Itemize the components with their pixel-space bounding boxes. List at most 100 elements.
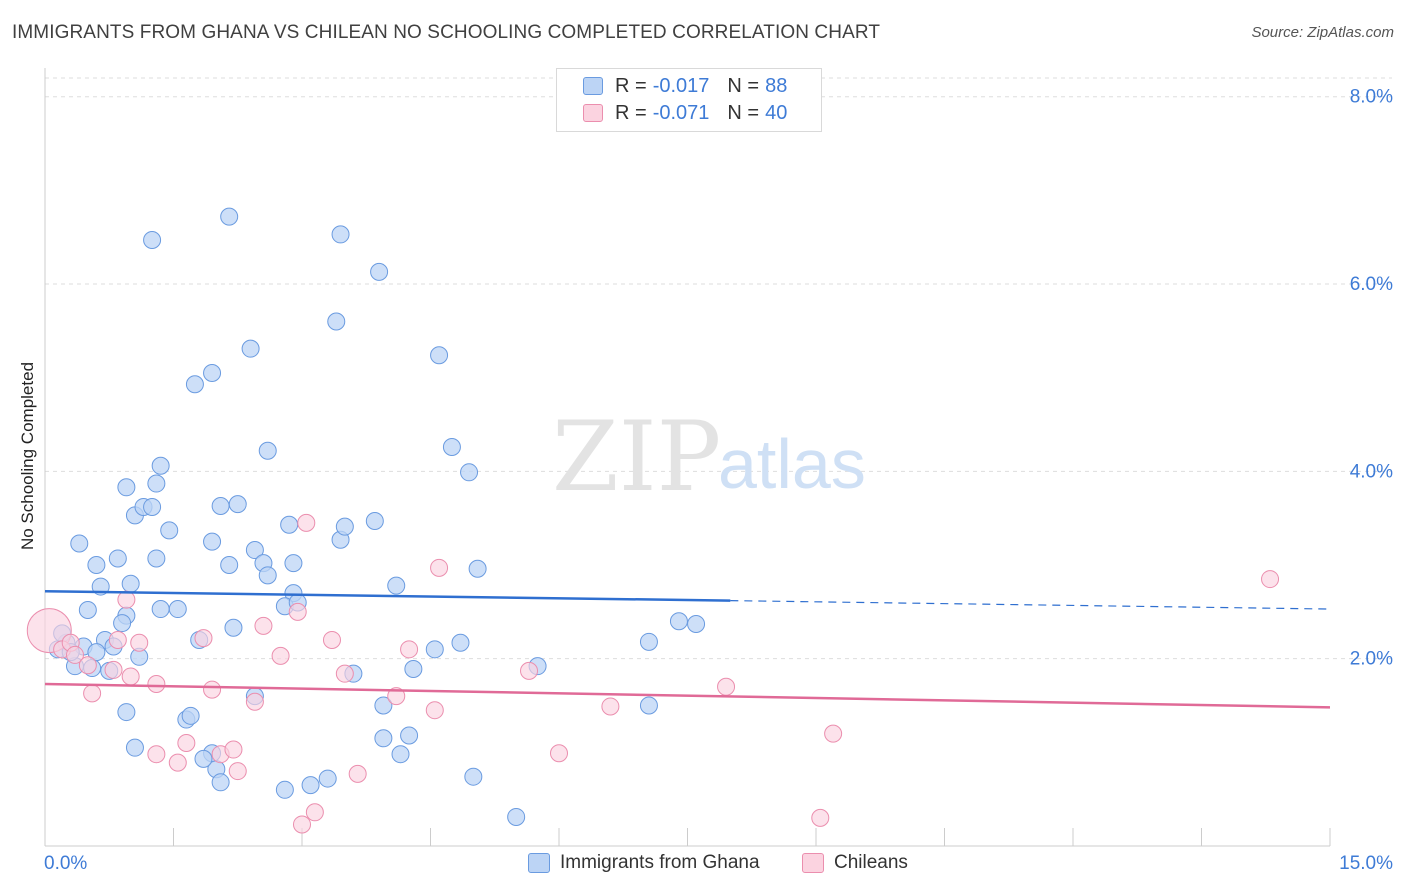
series-immigrants-from-ghana	[48, 207, 706, 826]
y-tick-label: 2.0%	[1350, 649, 1393, 670]
data-point-chileans	[824, 724, 843, 743]
data-point-chileans	[65, 645, 84, 664]
y-tick-labels: 2.0% 4.0% 6.0% 8.0%	[1350, 87, 1393, 670]
data-point-ghana	[318, 769, 337, 788]
data-point-chileans	[121, 667, 140, 686]
data-point-ghana	[194, 749, 213, 768]
data-point-ghana	[151, 456, 170, 475]
data-point-chileans	[288, 602, 307, 621]
data-point-ghana	[181, 706, 200, 725]
data-point-ghana	[280, 515, 299, 534]
series-chileans	[26, 513, 1280, 834]
legend-swatch-pink	[583, 104, 603, 122]
legend-label-chileans: Chileans	[834, 852, 908, 873]
data-point-ghana	[639, 696, 658, 715]
legend-swatch-blue	[528, 853, 550, 873]
data-point-chileans	[104, 660, 123, 679]
data-point-ghana	[327, 312, 346, 331]
data-point-ghana	[108, 549, 127, 568]
data-point-chileans	[117, 590, 136, 609]
data-point-ghana	[151, 600, 170, 619]
data-point-ghana	[639, 632, 658, 651]
data-point-chileans	[335, 664, 354, 683]
data-point-chileans	[400, 640, 419, 659]
data-point-chileans	[203, 680, 222, 699]
data-point-ghana	[70, 534, 89, 553]
watermark-zip: ZIP	[552, 401, 721, 513]
trend-lines	[44, 589, 1331, 709]
data-point-ghana	[365, 512, 384, 531]
trend-line-chileans	[44, 682, 1331, 709]
data-point-chileans	[177, 733, 196, 752]
data-point-ghana	[121, 574, 140, 593]
data-point-ghana	[275, 780, 294, 799]
data-point-ghana	[404, 659, 423, 678]
y-tick-label: 6.0%	[1350, 274, 1393, 295]
data-point-ghana	[143, 497, 162, 516]
data-point-ghana	[258, 441, 277, 460]
data-point-ghana	[374, 729, 393, 748]
data-point-ghana	[374, 696, 393, 715]
data-point-chileans	[520, 661, 539, 680]
data-point-ghana	[78, 600, 97, 619]
data-point-ghana	[117, 703, 136, 722]
data-point-chileans	[322, 630, 341, 649]
data-point-chileans	[194, 629, 213, 648]
data-point-chileans	[387, 687, 406, 706]
data-point-chileans	[348, 764, 367, 783]
legend-label-ghana: Immigrants from Ghana	[560, 852, 760, 873]
data-point-ghana	[258, 566, 277, 585]
legend-r-value: -0.017	[652, 74, 710, 97]
data-point-chileans	[425, 701, 444, 720]
data-point-ghana	[331, 225, 350, 244]
legend-r-label: R =	[615, 74, 647, 97]
data-point-ghana	[241, 339, 260, 358]
data-point-ghana	[387, 576, 406, 595]
data-point-ghana	[451, 633, 470, 652]
data-point-chileans	[305, 803, 324, 822]
series-legend: Immigrants from Ghana Chileans	[0, 852, 1406, 876]
data-point-chileans	[550, 744, 568, 763]
legend-n-label: N =	[727, 74, 760, 97]
legend-r-value: -0.071	[652, 101, 710, 124]
x-tick-label: 15.0%	[1339, 853, 1393, 874]
legend-swatch-pink	[802, 853, 824, 873]
x-tick-label: 0.0%	[44, 853, 87, 874]
data-point-ghana	[468, 559, 487, 578]
data-point-ghana	[464, 767, 483, 786]
data-point-ghana	[220, 207, 239, 226]
data-point-ghana	[460, 463, 479, 482]
data-point-ghana	[117, 478, 136, 497]
data-point-ghana	[400, 726, 419, 745]
legend-n-label: N =	[727, 101, 760, 124]
data-point-chileans	[293, 815, 311, 834]
watermark-atlas: atlas	[718, 425, 866, 503]
data-point-ghana	[391, 745, 410, 764]
data-point-ghana	[125, 738, 144, 757]
x-tick-labels: 0.0% 15.0%	[44, 853, 1393, 874]
trend-line-ghana	[44, 589, 731, 602]
y-tick-label: 4.0%	[1350, 461, 1393, 482]
data-point-chileans	[147, 674, 166, 693]
data-point-ghana	[687, 615, 706, 634]
data-point-ghana	[113, 614, 132, 633]
data-point-chileans	[1261, 570, 1280, 589]
legend-swatch-blue	[583, 77, 603, 95]
data-point-ghana	[87, 643, 106, 662]
data-point-ghana	[203, 532, 222, 551]
legend-item-ghana[interactable]: Immigrants from Ghana	[528, 852, 760, 874]
data-point-ghana	[425, 640, 444, 659]
data-point-chileans	[168, 753, 187, 772]
legend-row-chileans: R = -0.071 N = 40	[583, 102, 787, 124]
data-point-ghana	[203, 364, 222, 383]
data-point-chileans	[430, 558, 449, 577]
data-point-ghana	[211, 773, 230, 792]
legend-item-chileans[interactable]: Chileans	[802, 852, 908, 874]
data-point-ghana	[228, 495, 247, 514]
data-point-chileans	[130, 633, 149, 652]
data-point-chileans	[717, 677, 736, 696]
data-point-chileans	[811, 808, 830, 827]
data-point-ghana	[220, 556, 239, 575]
data-point-ghana	[87, 556, 106, 575]
